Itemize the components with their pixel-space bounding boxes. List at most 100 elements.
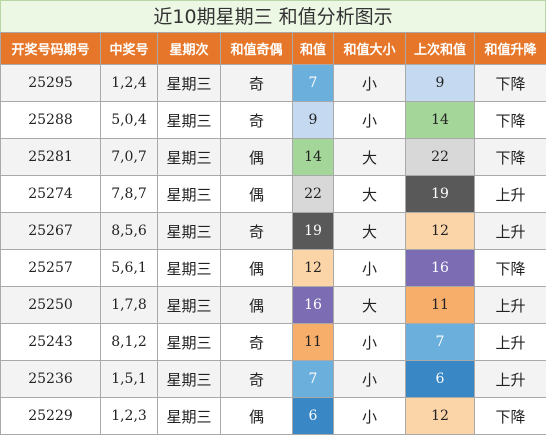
header-sum: 和值 xyxy=(292,32,334,65)
header-prev-sum: 上次和值 xyxy=(405,32,475,65)
cell-weekday: 星期三 xyxy=(157,286,221,324)
cell-numbers: 8,5,6 xyxy=(100,212,158,250)
header-row: 开奖号码期号 中奖号 星期次 和值奇偶 和值 和值大小 上次和值 和值升降 xyxy=(0,32,546,65)
cell-issue: 25250 xyxy=(0,286,101,324)
cell-sum: 22 xyxy=(292,175,334,213)
cell-weekday: 星期三 xyxy=(157,101,221,139)
cell-trend: 上升 xyxy=(474,286,546,324)
cell-trend: 下降 xyxy=(474,64,546,102)
header-issue: 开奖号码期号 xyxy=(0,32,101,65)
cell-prev-sum: 14 xyxy=(405,101,475,139)
cell-size: 大 xyxy=(333,212,406,250)
table-row: 25229 1,2,3 星期三偶 6 小 12 下降 xyxy=(0,397,546,435)
cell-trend: 下降 xyxy=(474,138,546,176)
cell-issue: 25243 xyxy=(0,323,101,361)
header-parity: 和值奇偶 xyxy=(220,32,293,65)
table-row: 25243 8,1,2 星期三奇 11 小 7 上升 xyxy=(0,323,546,361)
cell-numbers: 5,0,4 xyxy=(100,101,158,139)
cell-prev-sum: 12 xyxy=(405,212,475,250)
figure-title: 近10期星期三 和值分析图示 xyxy=(0,0,546,33)
table-row: 25257 5,6,1 星期三偶 12 小 16 下降 xyxy=(0,249,546,287)
cell-parity: 偶 xyxy=(220,249,293,287)
cell-issue: 25274 xyxy=(0,175,101,213)
cell-issue: 25257 xyxy=(0,249,101,287)
cell-parity: 奇 xyxy=(220,101,293,139)
cell-numbers: 7,0,7 xyxy=(100,138,158,176)
cell-prev-sum: 12 xyxy=(405,397,475,435)
cell-parity: 奇 xyxy=(220,64,293,102)
cell-issue: 25267 xyxy=(0,212,101,250)
header-size: 和值大小 xyxy=(333,32,406,65)
cell-trend: 下降 xyxy=(474,397,546,435)
table-row: 25274 7,8,7 星期三偶 22 大 19 上升 xyxy=(0,175,546,213)
cell-size: 小 xyxy=(333,101,406,139)
cell-numbers: 1,7,8 xyxy=(100,286,158,324)
cell-sum: 7 xyxy=(292,64,334,102)
cell-size: 小 xyxy=(333,397,406,435)
cell-sum: 11 xyxy=(292,323,334,361)
header-weekday: 星期次 xyxy=(157,32,221,65)
cell-weekday: 星期三 xyxy=(157,64,221,102)
cell-size: 小 xyxy=(333,360,406,398)
cell-issue: 25281 xyxy=(0,138,101,176)
cell-prev-sum: 6 xyxy=(405,360,475,398)
table-body: 25295 1,2,4 星期三奇 7 小 9 下降 25288 5,0,4 星期三奇 9 小 14 下降 2… xyxy=(0,64,546,435)
cell-issue: 25236 xyxy=(0,360,101,398)
cell-sum: 19 xyxy=(292,212,334,250)
table-row: 25250 1,7,8 星期三偶 16 大 11 上升 xyxy=(0,286,546,324)
cell-trend: 上升 xyxy=(474,360,546,398)
cell-weekday: 星期三 xyxy=(157,397,221,435)
table-row: 25281 7,0,7 星期三偶 14 大 22 下降 xyxy=(0,138,546,176)
cell-parity: 奇 xyxy=(220,360,293,398)
cell-numbers: 1,5,1 xyxy=(100,360,158,398)
cell-sum: 14 xyxy=(292,138,334,176)
cell-weekday: 星期三 xyxy=(157,138,221,176)
cell-sum: 7 xyxy=(292,360,334,398)
cell-size: 小 xyxy=(333,249,406,287)
cell-weekday: 星期三 xyxy=(157,249,221,287)
cell-prev-sum: 11 xyxy=(405,286,475,324)
cell-sum: 16 xyxy=(292,286,334,324)
cell-numbers: 5,6,1 xyxy=(100,249,158,287)
table-row: 25236 1,5,1 星期三奇 7 小 6 上升 xyxy=(0,360,546,398)
cell-trend: 上升 xyxy=(474,323,546,361)
table-row: 25288 5,0,4 星期三奇 9 小 14 下降 xyxy=(0,101,546,139)
cell-sum: 6 xyxy=(292,397,334,435)
cell-size: 大 xyxy=(333,138,406,176)
cell-issue: 25229 xyxy=(0,397,101,435)
cell-prev-sum: 19 xyxy=(405,175,475,213)
cell-trend: 下降 xyxy=(474,101,546,139)
cell-weekday: 星期三 xyxy=(157,323,221,361)
cell-prev-sum: 16 xyxy=(405,249,475,287)
cell-trend: 上升 xyxy=(474,212,546,250)
header-numbers: 中奖号 xyxy=(100,32,158,65)
cell-prev-sum: 7 xyxy=(405,323,475,361)
cell-parity: 偶 xyxy=(220,397,293,435)
cell-size: 小 xyxy=(333,64,406,102)
cell-size: 大 xyxy=(333,175,406,213)
cell-numbers: 1,2,3 xyxy=(100,397,158,435)
cell-prev-sum: 9 xyxy=(405,64,475,102)
cell-parity: 偶 xyxy=(220,175,293,213)
cell-weekday: 星期三 xyxy=(157,212,221,250)
cell-parity: 偶 xyxy=(220,286,293,324)
cell-numbers: 8,1,2 xyxy=(100,323,158,361)
cell-parity: 奇 xyxy=(220,323,293,361)
cell-size: 大 xyxy=(333,286,406,324)
cell-parity: 偶 xyxy=(220,138,293,176)
sum-analysis-table: 开奖号码期号 中奖号 星期次 和值奇偶 和值 和值大小 上次和值 和值升降 25… xyxy=(0,32,546,435)
cell-numbers: 7,8,7 xyxy=(100,175,158,213)
cell-weekday: 星期三 xyxy=(157,175,221,213)
header-trend: 和值升降 xyxy=(474,32,546,65)
cell-numbers: 1,2,4 xyxy=(100,64,158,102)
cell-trend: 下降 xyxy=(474,249,546,287)
table-row: 25295 1,2,4 星期三奇 7 小 9 下降 xyxy=(0,64,546,102)
cell-sum: 9 xyxy=(292,101,334,139)
cell-parity: 奇 xyxy=(220,212,293,250)
cell-issue: 25288 xyxy=(0,101,101,139)
cell-weekday: 星期三 xyxy=(157,360,221,398)
cell-issue: 25295 xyxy=(0,64,101,102)
cell-size: 小 xyxy=(333,323,406,361)
cell-prev-sum: 22 xyxy=(405,138,475,176)
